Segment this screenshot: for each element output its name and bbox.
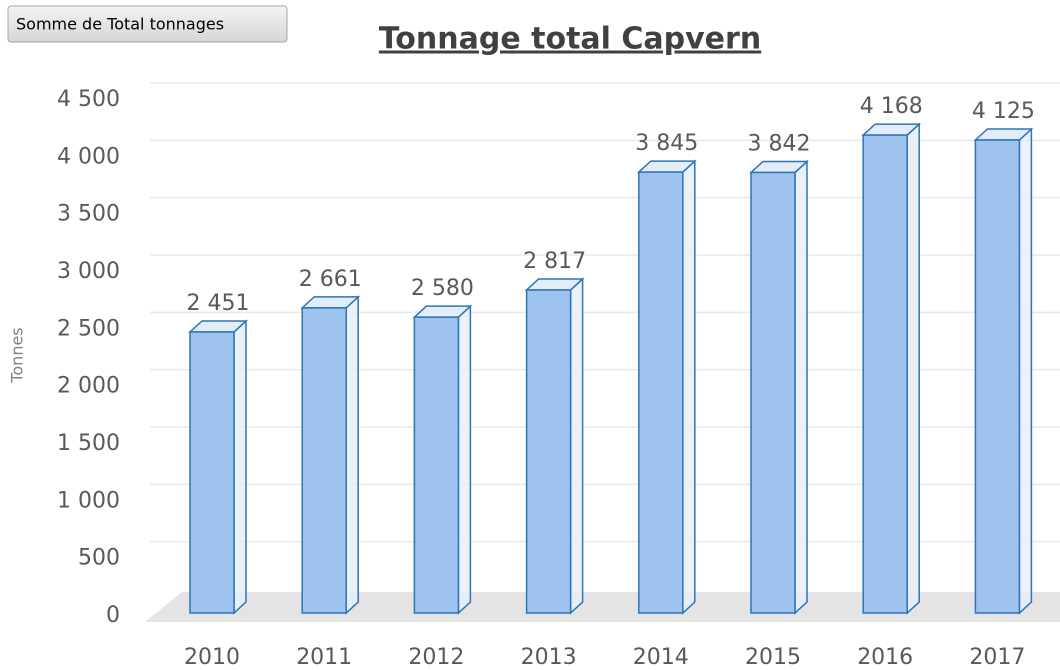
bar-side [345,295,359,615]
x-tick-label: 2013 [521,645,577,670]
y-tick-label: 1 000 [57,488,120,513]
bar-side [1018,127,1033,615]
value-label: 4 168 [860,94,923,119]
y-axis-label: Tonnes [8,327,27,383]
x-tick-label: 2017 [969,645,1025,670]
y-tick-label: 2 000 [57,374,120,399]
bar [525,289,572,614]
y-tick-label: 500 [78,546,120,571]
x-tick-label: 2016 [857,645,913,670]
bar-side [682,159,696,615]
value-label: 2 580 [411,276,474,301]
value-label: 3 842 [748,131,811,156]
bar [974,139,1021,614]
bar-side [569,277,584,615]
y-tick-label: 1 500 [57,431,120,456]
bar [301,307,347,614]
chart-title: Tonnage total Capvern [379,22,761,57]
x-tick-label: 2012 [408,645,464,670]
y-tick-label: 4 000 [57,144,120,169]
bar-side [794,159,808,615]
bar-side [906,122,920,615]
x-tick-label: 2014 [633,645,689,670]
bar [189,331,235,614]
bar [638,171,684,614]
bar [750,171,796,614]
y-tick-label: 3 500 [57,202,120,227]
x-tick-label: 2015 [745,645,801,670]
x-tick-label: 2011 [296,645,352,670]
value-label: 3 845 [635,131,698,156]
value-label: 4 125 [972,99,1035,124]
value-label: 2 661 [299,267,362,292]
bar-side [457,304,472,615]
bar [862,134,908,614]
field-button[interactable] [7,5,288,43]
x-tick-label: 2010 [184,645,240,670]
value-label: 2 451 [187,291,250,316]
y-tick-label: 4 500 [57,87,120,112]
bar-side [233,319,247,615]
y-tick-label: 2 500 [57,316,120,341]
y-tick-label: 3 000 [57,259,120,284]
value-label: 2 817 [523,249,586,274]
bar [413,316,460,614]
field-button-label: Somme de Total tonnages [16,15,224,34]
y-tick-label: 0 [106,603,120,628]
floor [145,592,1060,622]
